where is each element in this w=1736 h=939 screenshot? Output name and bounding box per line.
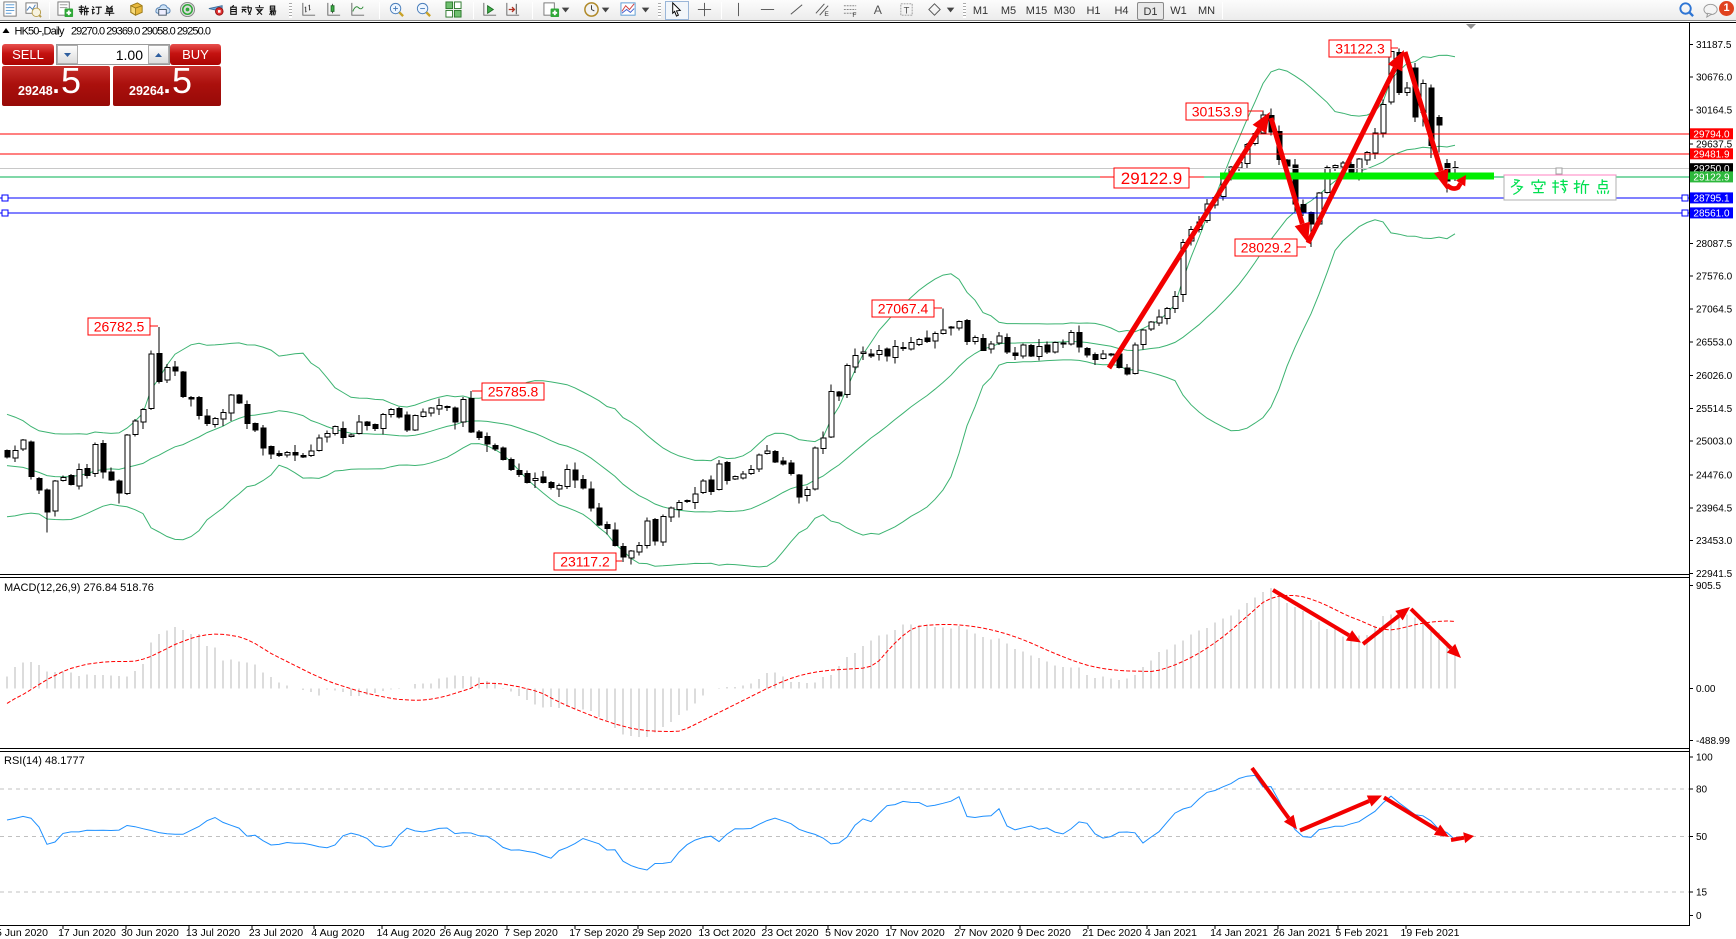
- svg-text:14 Jan 2021: 14 Jan 2021: [1210, 927, 1268, 939]
- svg-text:T: T: [904, 5, 910, 16]
- svg-text:80: 80: [1696, 784, 1708, 795]
- svg-text:100: 100: [1696, 753, 1713, 764]
- svg-text:MACD(12,26,9) 276.84 518.76: MACD(12,26,9) 276.84 518.76: [4, 582, 154, 594]
- svg-text:0.00: 0.00: [1696, 684, 1716, 695]
- svg-text:23 Oct 2020: 23 Oct 2020: [761, 927, 818, 939]
- svg-text:HK50-,Daily: HK50-,Daily: [15, 26, 66, 38]
- svg-text:13 Oct 2020: 13 Oct 2020: [698, 927, 755, 939]
- svg-text:27 Nov 2020: 27 Nov 2020: [954, 927, 1014, 939]
- svg-text:28795.1: 28795.1: [1693, 193, 1730, 204]
- svg-text:26 Jan 2021: 26 Jan 2021: [1273, 927, 1331, 939]
- svg-text:21 Dec 2020: 21 Dec 2020: [1082, 927, 1142, 939]
- svg-text:29637.5: 29637.5: [1696, 139, 1733, 150]
- svg-text:26026.0: 26026.0: [1696, 371, 1733, 382]
- svg-text:23117.2: 23117.2: [560, 554, 610, 570]
- svg-text:22941.5: 22941.5: [1696, 569, 1733, 580]
- svg-text:26553.0: 26553.0: [1696, 337, 1733, 348]
- svg-text:29250.0: 29250.0: [1693, 164, 1730, 175]
- svg-text:A: A: [874, 3, 883, 17]
- svg-text:26782.5: 26782.5: [94, 319, 145, 335]
- svg-text:28029.2: 28029.2: [1241, 240, 1292, 256]
- svg-text:13 Jul 2020: 13 Jul 2020: [186, 927, 240, 939]
- svg-text:5 Nov 2020: 5 Nov 2020: [825, 927, 879, 939]
- svg-text:7 Sep 2020: 7 Sep 2020: [504, 927, 558, 939]
- svg-text:14 Aug 2020: 14 Aug 2020: [377, 927, 436, 939]
- svg-text:31187.5: 31187.5: [1696, 40, 1732, 51]
- svg-text:27576.0: 27576.0: [1696, 272, 1733, 283]
- svg-text:5 Feb 2021: 5 Feb 2021: [1335, 927, 1388, 939]
- svg-text:29481.9: 29481.9: [1693, 149, 1730, 160]
- svg-text:0: 0: [1696, 911, 1702, 922]
- svg-text:50: 50: [1696, 832, 1708, 843]
- svg-text:17 Sep 2020: 17 Sep 2020: [569, 927, 629, 939]
- svg-text:4 Jan 2021: 4 Jan 2021: [1145, 927, 1197, 939]
- svg-text:15: 15: [1696, 887, 1708, 898]
- svg-text:25785.8: 25785.8: [488, 384, 539, 400]
- svg-text:4 Aug 2020: 4 Aug 2020: [311, 927, 364, 939]
- svg-text:25003.0: 25003.0: [1696, 437, 1733, 448]
- svg-text:29 Sep 2020: 29 Sep 2020: [632, 927, 692, 939]
- svg-text:23453.0: 23453.0: [1696, 536, 1733, 547]
- svg-text:29122.9: 29122.9: [1121, 169, 1182, 188]
- svg-text:19 Feb 2021: 19 Feb 2021: [1401, 927, 1460, 939]
- svg-text:5 Jun 2020: 5 Jun 2020: [0, 927, 48, 939]
- svg-text:17 Nov 2020: 17 Nov 2020: [885, 927, 945, 939]
- svg-text:-488.99: -488.99: [1696, 736, 1730, 747]
- svg-text:F: F: [852, 12, 856, 18]
- svg-text:E: E: [824, 11, 829, 18]
- svg-text:26 Aug 2020: 26 Aug 2020: [440, 927, 499, 939]
- svg-text:9 Dec 2020: 9 Dec 2020: [1017, 927, 1071, 939]
- svg-text:17 Jun 2020: 17 Jun 2020: [58, 927, 116, 939]
- svg-text:25514.5: 25514.5: [1696, 404, 1733, 415]
- svg-text:27067.4: 27067.4: [878, 301, 929, 317]
- svg-text:RSI(14) 48.1777: RSI(14) 48.1777: [4, 755, 85, 767]
- svg-text:29794.0: 29794.0: [1693, 129, 1730, 140]
- svg-text:28087.5: 28087.5: [1696, 239, 1733, 250]
- svg-text:31122.3: 31122.3: [1335, 41, 1385, 57]
- svg-text:24476.0: 24476.0: [1696, 471, 1733, 482]
- svg-text:30676.0: 30676.0: [1696, 73, 1733, 84]
- svg-text:27064.5: 27064.5: [1696, 304, 1733, 315]
- svg-text:28561.0: 28561.0: [1693, 208, 1730, 219]
- svg-text:29270.0 29369.0 29058.0 29250.: 29270.0 29369.0 29058.0 29250.0: [71, 26, 211, 38]
- svg-text:30 Jun 2020: 30 Jun 2020: [121, 927, 179, 939]
- svg-text:23 Jul 2020: 23 Jul 2020: [249, 927, 303, 939]
- svg-text:29122.9: 29122.9: [1693, 172, 1730, 183]
- svg-text:30153.9: 30153.9: [1192, 104, 1243, 120]
- svg-text:23964.5: 23964.5: [1696, 503, 1733, 514]
- svg-text:30164.5: 30164.5: [1696, 106, 1733, 117]
- svg-text:905.5: 905.5: [1696, 581, 1721, 592]
